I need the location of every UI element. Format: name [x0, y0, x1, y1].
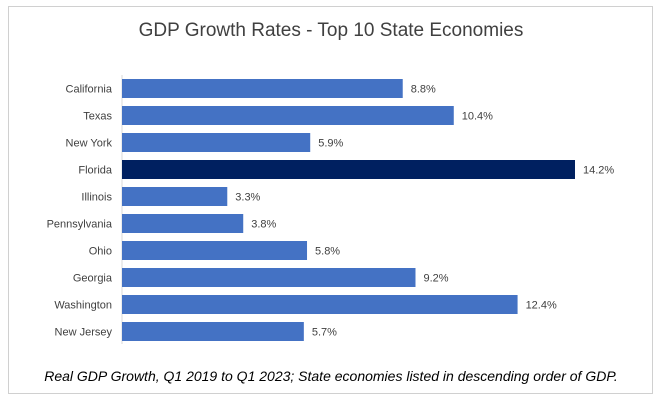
bar-georgia: [122, 268, 416, 287]
data-label: 3.8%: [251, 219, 276, 231]
data-label: 9.2%: [423, 273, 448, 285]
data-label: 5.8%: [315, 246, 340, 258]
category-label: Texas: [83, 111, 112, 123]
data-label: 10.4%: [462, 111, 493, 123]
category-label: Illinois: [81, 192, 112, 204]
data-label: 12.4%: [526, 300, 557, 312]
chart-caption: Real GDP Growth, Q1 2019 to Q1 2023; Sta…: [44, 368, 618, 384]
bar-new-york: [122, 133, 311, 152]
bar-florida: [122, 160, 575, 179]
data-label: 5.7%: [312, 327, 337, 339]
bar-pennsylvania: [122, 214, 244, 233]
data-label: 8.8%: [411, 84, 436, 96]
category-label: Georgia: [73, 273, 113, 285]
category-label: New Jersey: [55, 327, 113, 339]
bar-texas: [122, 106, 454, 125]
data-label: 5.9%: [318, 138, 343, 150]
category-label: Ohio: [89, 246, 112, 258]
bar-illinois: [122, 187, 228, 206]
bar-washington: [122, 295, 518, 314]
data-label: 14.2%: [583, 165, 614, 177]
chart-title: GDP Growth Rates - Top 10 State Economie…: [138, 20, 524, 41]
category-label: New York: [66, 138, 113, 150]
category-label: Florida: [78, 165, 113, 177]
chart-frame: [8, 6, 653, 394]
data-label: 3.3%: [235, 192, 260, 204]
category-label: Washington: [54, 300, 112, 312]
bar-california: [122, 79, 403, 98]
bar-ohio: [122, 241, 308, 260]
category-label: Pennsylvania: [47, 219, 113, 231]
category-label: California: [66, 84, 113, 96]
bar-new-jersey: [122, 322, 304, 341]
